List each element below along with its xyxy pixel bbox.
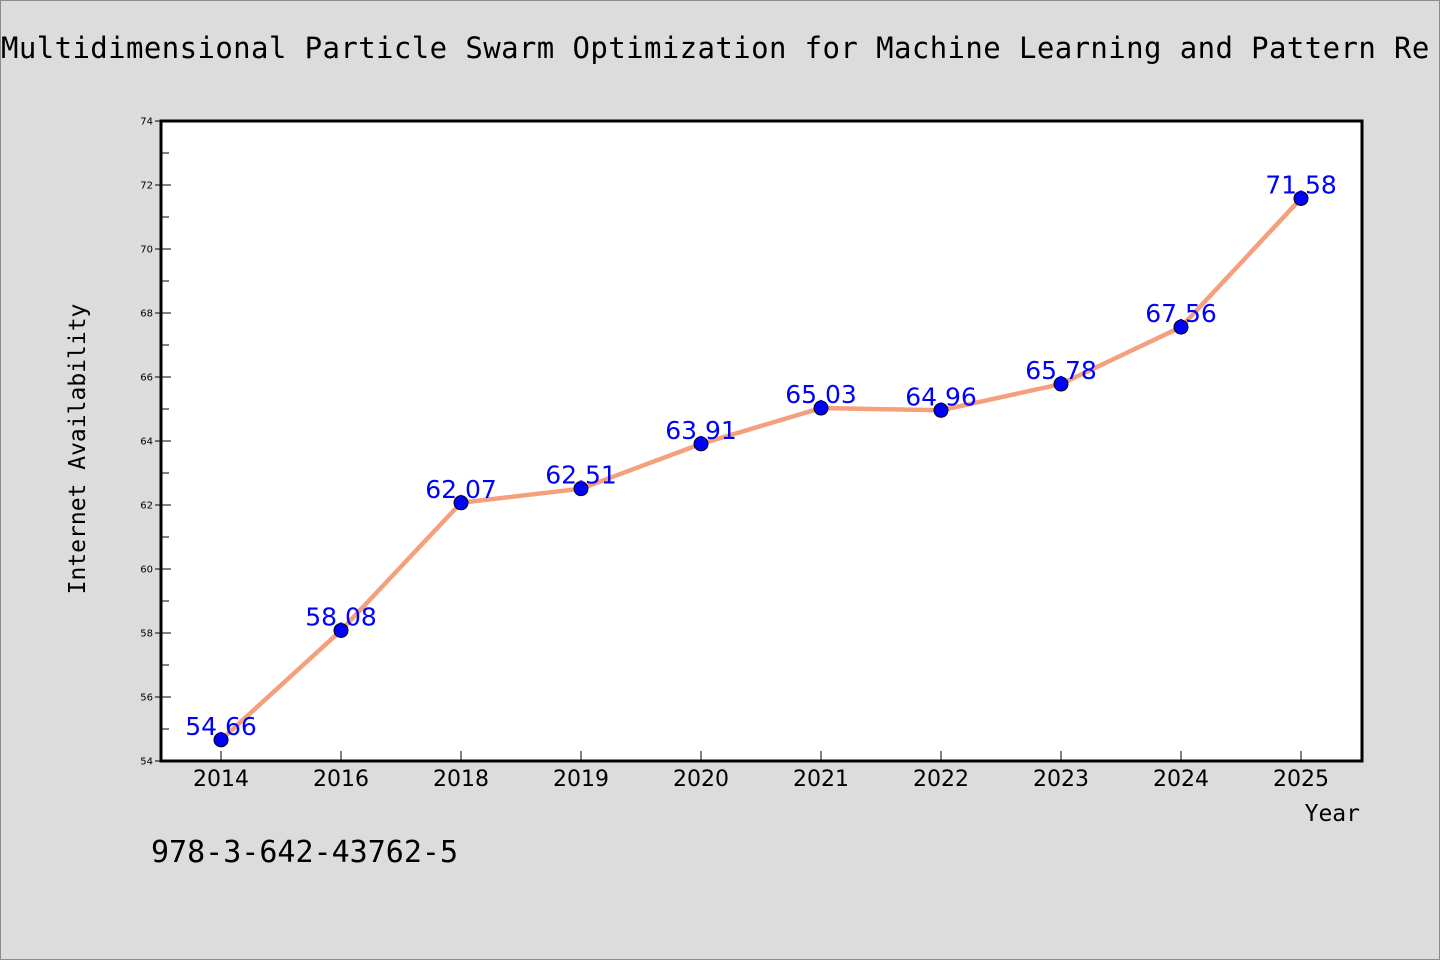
data-point <box>1293 190 1309 206</box>
y-tick-label: 74 <box>140 117 153 128</box>
data-label: 58.08 <box>305 602 377 631</box>
data-label: 54.66 <box>185 712 257 741</box>
x-tick-label: 2025 <box>1273 767 1329 792</box>
data-label: 62.07 <box>425 475 497 504</box>
data-label: 67.56 <box>1145 299 1217 328</box>
y-tick-label: 56 <box>140 693 153 704</box>
data-point <box>1173 319 1189 335</box>
x-tick-label: 2016 <box>313 767 369 792</box>
series-line <box>218 196 1304 743</box>
y-tick-label: 54 <box>140 757 153 768</box>
data-point <box>333 622 349 638</box>
data-labels: 54.66 58.08 62.07 62.51 63.91 65.03 64.96 65.78… <box>185 170 1337 740</box>
x-tick-label: 2018 <box>433 767 489 792</box>
x-tick-label: 2019 <box>553 767 609 792</box>
data-markers <box>213 190 1309 748</box>
chart-title: Multidimensional Particle Swarm Optimiza… <box>1 31 1430 65</box>
x-tick-label: 2021 <box>793 767 849 792</box>
x-tick-label: 2022 <box>913 767 969 792</box>
y-tick-label: 70 <box>140 245 153 256</box>
data-point <box>933 402 949 418</box>
data-label: 71.58 <box>1265 170 1337 199</box>
data-label: 64.96 <box>905 382 977 411</box>
data-point <box>573 481 589 497</box>
data-label: 63.91 <box>665 416 737 445</box>
y-axis-title: Internet Availability <box>65 304 91 595</box>
data-point <box>813 400 829 416</box>
x-axis: 2014 2016 2018 2019 2020 2021 2022 2023 2024 2025 <box>193 751 1329 792</box>
x-axis-title: Year <box>1305 801 1360 827</box>
x-tick-label: 2024 <box>1153 767 1209 792</box>
y-tick-label: 62 <box>140 501 153 512</box>
y-tick-label: 60 <box>140 565 153 576</box>
y-tick-label: 58 <box>140 629 153 640</box>
plot-area <box>159 119 1364 763</box>
y-tick-label: 68 <box>140 309 153 320</box>
x-tick-label: 2020 <box>673 767 729 792</box>
data-point <box>213 732 229 748</box>
data-label: 62.51 <box>545 461 617 490</box>
y-axis: 54 56 58 60 62 64 66 68 70 72 74 <box>140 117 171 768</box>
y-tick-label: 72 <box>140 181 153 192</box>
isbn-label: 978-3-642-43762-5 <box>151 835 459 870</box>
x-tick-label: 2023 <box>1033 767 1089 792</box>
x-tick-label: 2014 <box>193 767 249 792</box>
data-point <box>693 436 709 452</box>
data-point <box>453 495 469 511</box>
data-point <box>1053 376 1069 392</box>
data-label: 65.03 <box>785 380 857 409</box>
y-tick-label: 64 <box>140 437 153 448</box>
y-tick-label: 66 <box>140 373 153 384</box>
data-label: 65.78 <box>1025 356 1097 385</box>
